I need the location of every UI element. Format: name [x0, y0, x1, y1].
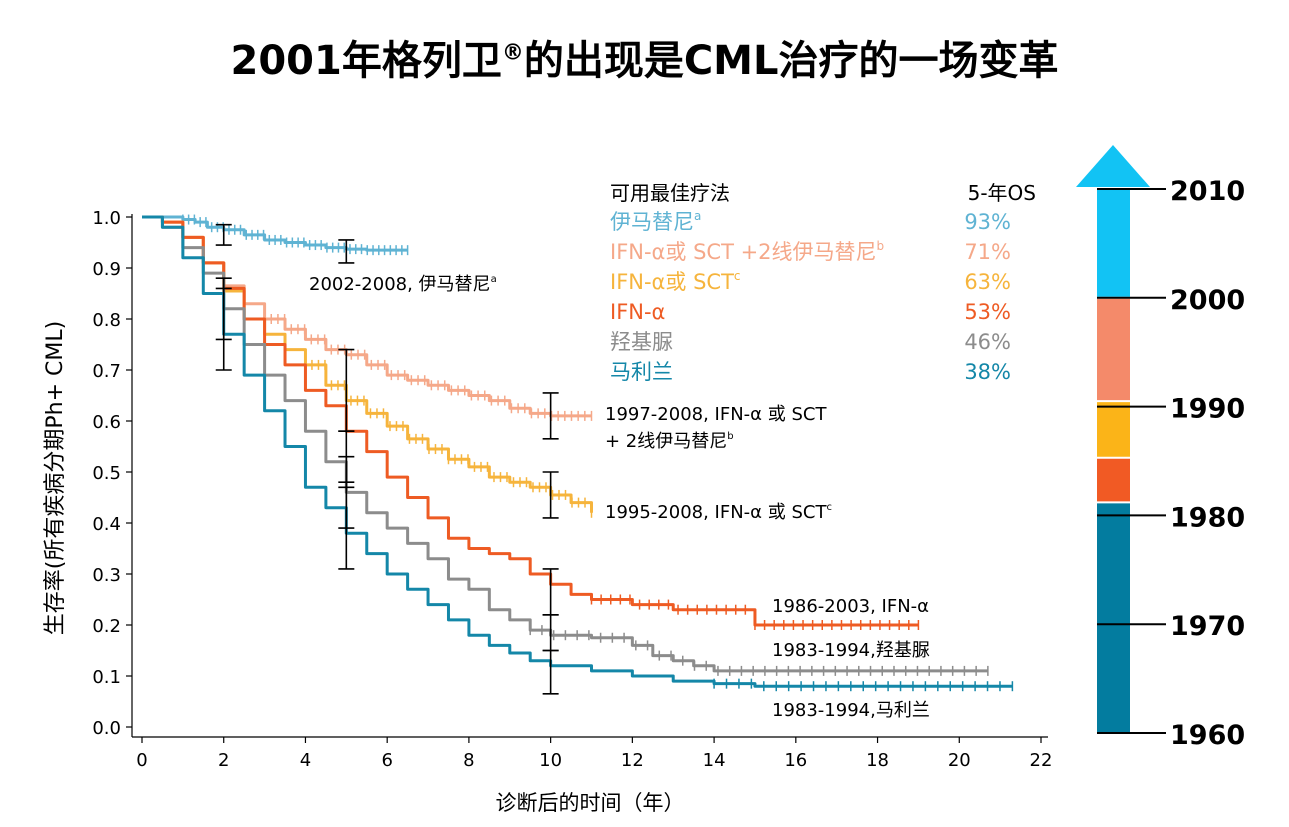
x-tick-label: 16 [784, 750, 807, 771]
timeline-year-label: 2010 [1170, 176, 1245, 207]
y-tick-label: 0.1 [92, 667, 121, 688]
series-label: 1986-2003, IFN-α [772, 596, 929, 617]
y-tick-label: 0.3 [92, 565, 121, 586]
x-tick-label: 0 [136, 750, 147, 771]
y-tick-label: 0.6 [92, 412, 121, 433]
y-tick-label: 0.2 [92, 616, 121, 637]
series-label: + 2线伊马替尼b [605, 431, 734, 452]
series-line-5 [142, 215, 1013, 688]
y-tick-label: 1.0 [92, 208, 121, 229]
legend-label: IFN-α [610, 300, 665, 324]
legend-label: IFN-α或 SCT +2线伊马替尼b [610, 239, 884, 264]
y-tick-label: 0.7 [92, 361, 121, 382]
timeline-year-label: 1990 [1170, 394, 1245, 425]
x-tick-label: 10 [539, 750, 562, 771]
series-label: 2002-2008, 伊马替尼a [309, 274, 497, 295]
page-title: 2001年格列卫®的出现是CML治疗的一场变革 [0, 28, 1289, 86]
x-tick-label: 4 [300, 750, 311, 771]
timeline-segment [1097, 457, 1130, 503]
legend-header-therapy: 可用最佳疗法 [610, 181, 730, 205]
timeline-segment [1097, 401, 1130, 458]
timeline-segment [1097, 189, 1130, 298]
legend-label: IFN-α或 SCTc [610, 269, 741, 294]
title-main: 2001年格列卫 [230, 38, 502, 84]
legend: 可用最佳疗法 5-年OS 伊马替尼a 93% IFN-α或 SCT +2线伊马替尼b… [610, 181, 1036, 384]
legend-os-value: 38% [964, 360, 1011, 384]
x-tick-label: 20 [948, 750, 971, 771]
timeline-year-label: 1970 [1170, 611, 1245, 642]
legend-os-value: 53% [964, 300, 1011, 324]
series-label: 1995-2008, IFN-α 或 SCTc [605, 502, 832, 523]
timeline-year-label: 1980 [1170, 502, 1245, 533]
axes: 0.0 0.1 0.2 0.3 0.4 0.5 0.6 0.7 0.8 0.9 1.0 0 2 4 6 8 10… [43, 208, 1052, 815]
series-layer: 2002-2008, 伊马替尼a 1997-2008, IFN-α 或 SCT + … [142, 214, 1014, 721]
series-label: 1983-1994,羟基脲 [772, 640, 930, 661]
legend-label: 马利兰 [610, 360, 673, 384]
timeline: 2010 2000 1990 1980 1970 1960 [1076, 145, 1245, 751]
timeline-year-label: 1960 [1170, 720, 1245, 751]
y-tick-label: 0.5 [92, 463, 121, 484]
x-axis-label: 诊断后的时间（年） [496, 791, 685, 815]
y-tick-label: 0.4 [92, 514, 121, 535]
series-line-4 [142, 215, 988, 673]
x-tick-label: 22 [1030, 750, 1053, 771]
y-tick-label: 0.8 [92, 310, 121, 331]
y-tick-label: 0.9 [92, 259, 121, 280]
y-axis-label: 生存率(所有疾病分期Ph+ CML) [43, 321, 68, 635]
x-tick-label: 8 [463, 750, 474, 771]
legend-os-value: 71% [964, 240, 1011, 264]
x-tick-label: 14 [703, 750, 726, 771]
timeline-segment [1097, 297, 1130, 402]
x-tick-label: 18 [866, 750, 889, 771]
x-tick-label: 6 [381, 750, 392, 771]
legend-header-os: 5-年OS [968, 181, 1036, 205]
legend-label: 羟基脲 [610, 330, 673, 354]
timeline-year-label: 2000 [1170, 285, 1245, 316]
timeline-arrow-icon [1076, 145, 1150, 187]
y-tick-label: 0.0 [92, 718, 121, 739]
x-tick-label: 12 [621, 750, 644, 771]
legend-os-value: 46% [964, 330, 1011, 354]
series-label: 1983-1994,马利兰 [772, 700, 930, 721]
legend-label: 伊马替尼a [610, 209, 701, 234]
series-label: 1997-2008, IFN-α 或 SCT [605, 404, 827, 425]
legend-os-value: 93% [964, 210, 1011, 234]
title-rest: 的出现是CML治疗的一场变革 [523, 38, 1059, 84]
registered-mark: ® [501, 40, 524, 66]
x-tick-label: 2 [218, 750, 229, 771]
timeline-segment [1097, 502, 1130, 733]
legend-os-value: 63% [964, 270, 1011, 294]
series-line-3 [142, 215, 919, 627]
